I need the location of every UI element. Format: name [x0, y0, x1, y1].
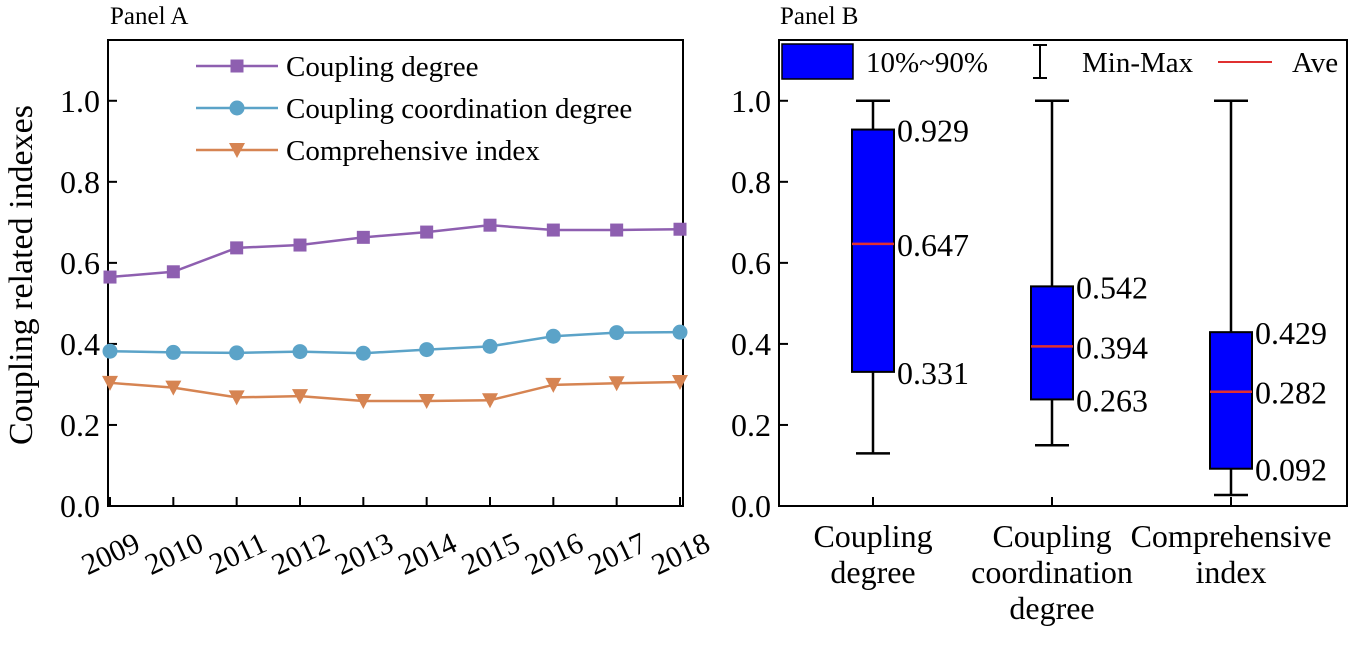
panel-b: Panel B 0.00.20.40.60.81.0Couplingdegree…: [731, 3, 1348, 626]
box-category-label: degree: [1009, 590, 1094, 626]
box-body: [851, 128, 895, 373]
series-3-point: [608, 376, 625, 392]
panel-a-x-tick-label: 2018: [647, 526, 715, 581]
panel-a: Panel A Coupling related indexes 0.0 0.2 0…: [3, 3, 715, 582]
legend-marker-1: [230, 59, 244, 73]
legend-box-swatch: [781, 43, 854, 80]
panel-a-y-tick-label: 0.4: [60, 326, 100, 362]
series-2-point: [229, 345, 245, 361]
series-3-point: [228, 390, 245, 406]
box-body: [1209, 331, 1253, 470]
legend-whisker-label: Min-Max: [1082, 47, 1194, 79]
legend-label-2: Coupling coordination degree: [286, 93, 632, 125]
series-3-point: [292, 389, 308, 405]
series-line-2: [109, 330, 681, 355]
series-1-point: [610, 223, 624, 237]
panel-b-y-tick-label: 0.4: [731, 326, 771, 362]
legend-marker-3: [229, 143, 245, 158]
box-category-label: Comprehensive: [1131, 518, 1332, 554]
panel-b-y-tick-label: 0.0: [731, 488, 771, 524]
box-category-label: coordination: [971, 554, 1133, 590]
panel-b-frame: [778, 39, 1348, 507]
panel-a-label: Panel A: [110, 3, 188, 30]
panel-a-y-axis-label: Coupling related indexes: [3, 105, 40, 445]
box-high-label: 0.542: [1076, 269, 1148, 305]
legend-mean-label: Ave: [1292, 47, 1338, 79]
series-2-point: [355, 345, 371, 361]
series-3-point: [102, 375, 118, 391]
box-mean-label: 0.282: [1255, 375, 1327, 411]
series-2-point: [102, 343, 118, 359]
series-2-point: [672, 324, 688, 340]
box-category-label: Coupling: [813, 518, 932, 554]
box-low-label: 0.263: [1076, 382, 1148, 418]
panel-a-legend: Coupling degree Coupling coordination deg…: [196, 51, 632, 167]
panel-a-x-tick-label: 2010: [140, 526, 208, 581]
panel-b-axes: 0.00.20.40.60.81.0CouplingdegreeCoupling…: [731, 39, 1348, 626]
panel-a-x-tick-label: 2016: [520, 526, 588, 581]
legend-box-label: 10%~90%: [866, 47, 988, 79]
legend-label-3: Comprehensive index: [286, 135, 540, 167]
series-line-3: [109, 380, 681, 403]
series-2-point: [419, 342, 435, 358]
series-1-point: [166, 265, 180, 279]
panel-b-y-tick-label: 0.8: [731, 164, 771, 200]
panel-a-y-tick-label: 0.0: [60, 488, 100, 524]
series-1-point: [420, 225, 434, 239]
series-2-point: [609, 325, 625, 341]
panel-b-legend: 10%~90% Min-Max Ave: [781, 43, 1338, 80]
legend-label-1: Coupling degree: [286, 51, 478, 83]
box-high-label: 0.429: [1255, 315, 1327, 351]
box-mean-label: 0.394: [1076, 329, 1148, 365]
panel-a-y-tick-label: 0.8: [60, 164, 100, 200]
panel-b-y-tick-label: 0.6: [731, 245, 771, 281]
series-3-point: [165, 380, 182, 396]
panel-a-x-tick-label: 2015: [457, 526, 525, 581]
series-3-point: [672, 375, 688, 391]
series-1-point: [673, 222, 687, 236]
panel-a-x-tick-label: 2014: [393, 526, 461, 581]
series-2-point: [165, 344, 181, 360]
series-2-point: [545, 328, 561, 344]
panel-a-series: [102, 218, 688, 410]
panel-a-x-tick-label: 2017: [583, 526, 651, 581]
series-2-point: [482, 338, 498, 354]
series-3-point: [482, 393, 498, 409]
series-1-point: [546, 223, 560, 237]
box-category-label: degree: [830, 554, 915, 590]
box-category-label: index: [1195, 554, 1266, 590]
series-3-point: [355, 394, 372, 410]
panel-b-y-tick-label: 1.0: [731, 83, 771, 119]
panel-a-y-tick-label: 0.2: [60, 407, 100, 443]
series-3-point: [545, 377, 562, 393]
panel-a-x-tick-label: 2012: [267, 526, 335, 581]
series-1-point: [483, 218, 497, 232]
panel-b-boxes: 0.929 0.647 0.331 0.542 0.394 0.263 0.429 0.282…: [851, 99, 1327, 497]
panel-b-label: Panel B: [780, 3, 858, 30]
panel-a-y-tick-label: 0.6: [60, 245, 100, 281]
series-1-point: [293, 238, 307, 252]
series-3-point: [418, 394, 435, 410]
series-1-point: [356, 230, 370, 244]
series-1-point: [230, 241, 244, 255]
series-2-point: [292, 344, 308, 360]
box-body: [1030, 285, 1074, 401]
panel-a-x-tick-label: 2011: [204, 526, 271, 581]
box-low-label: 0.092: [1255, 452, 1327, 488]
series-1-point: [103, 270, 117, 284]
series-line-1: [109, 223, 681, 279]
box-high-label: 0.929: [897, 113, 969, 149]
panel-a-y-tick-label: 1.0: [60, 83, 100, 119]
panel-a-x-tick-label: 2013: [330, 526, 398, 581]
box-mean-label: 0.647: [897, 227, 969, 263]
box-low-label: 0.331: [897, 355, 969, 391]
panel-a-x-tick-label: 2009: [77, 526, 145, 581]
box-category-label: Coupling: [992, 518, 1111, 554]
panel-b-y-tick-label: 0.2: [731, 407, 771, 443]
legend-marker-2: [229, 100, 245, 116]
